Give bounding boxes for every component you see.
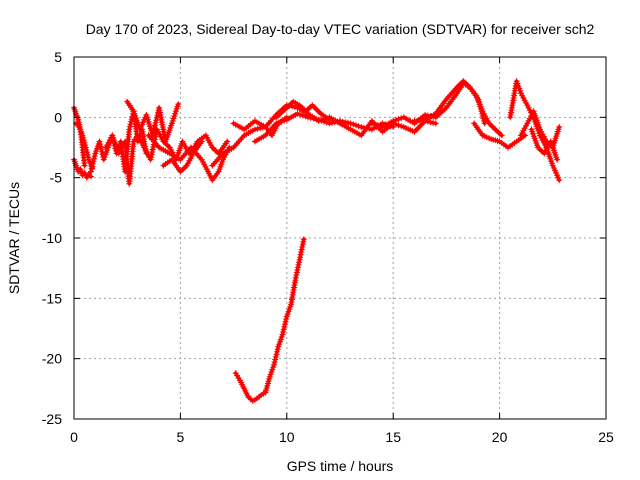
series-markers — [232, 236, 307, 404]
series-sat-r — [507, 78, 563, 184]
series-sat-i — [188, 132, 231, 157]
series-markers — [411, 78, 505, 139]
y-tick-label: 5 — [54, 49, 62, 65]
x-tick-label: 15 — [385, 429, 401, 445]
x-tick-label: 20 — [492, 429, 508, 445]
series-sat-m — [273, 98, 333, 123]
series-sat-p — [411, 78, 505, 139]
y-tick-label: 0 — [54, 109, 62, 125]
chart-title: Day 170 of 2023, Sidereal Day-to-day VTE… — [86, 21, 595, 37]
series-sat-s — [517, 108, 563, 151]
grid-lines — [74, 57, 606, 419]
x-tick-label: 10 — [279, 429, 295, 445]
y-tick-label: -25 — [42, 411, 62, 427]
x-tick-label: 25 — [598, 429, 614, 445]
series-sat-f — [124, 98, 182, 145]
series-markers — [273, 98, 333, 123]
series-sat-u — [232, 236, 307, 404]
series-markers — [124, 98, 182, 145]
series-sat-q — [471, 120, 529, 151]
data-series-layer — [71, 78, 563, 404]
x-tick-label: 0 — [70, 429, 78, 445]
y-axis-label: SDTVAR / TECUs — [6, 182, 22, 294]
x-tick-label: 5 — [177, 429, 185, 445]
series-markers — [507, 78, 563, 184]
x-axis-ticks: 0 5 10 15 20 25 — [70, 57, 614, 445]
series-sat-t — [528, 126, 561, 163]
series-markers — [528, 126, 561, 163]
x-axis-label: GPS time / hours — [287, 458, 394, 474]
y-axis-ticks: 5 0 -5 -10 -15 -20 -25 — [42, 49, 606, 427]
series-markers — [188, 132, 231, 157]
y-tick-label: -15 — [42, 290, 62, 306]
y-tick-label: -5 — [50, 170, 63, 186]
y-tick-label: -20 — [42, 351, 62, 367]
y-tick-label: -10 — [42, 230, 62, 246]
